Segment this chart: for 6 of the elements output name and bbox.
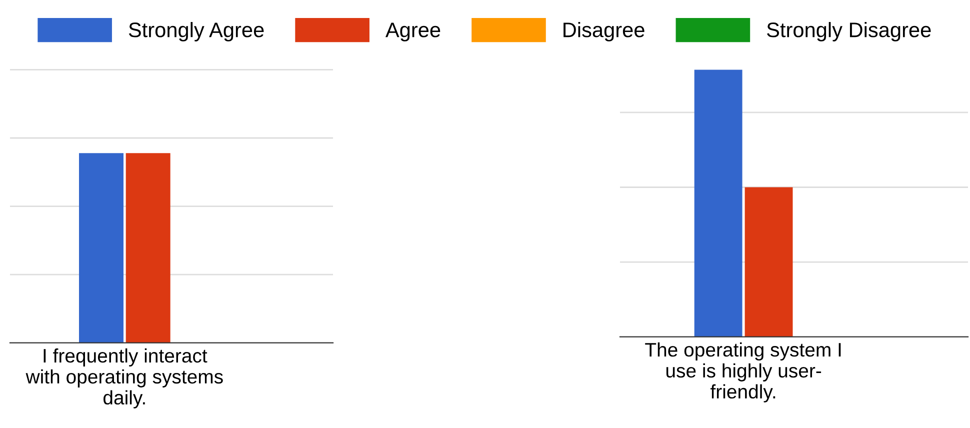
legend-label: Strongly Disagree <box>767 22 931 42</box>
x-tick-label: I frequently interact with operating systems daily. <box>26 348 223 408</box>
legend-label: Agree <box>385 22 440 42</box>
legend-label: Disagree <box>564 22 644 42</box>
x-tick-label: The operating system I use is highly user- friendly. <box>645 342 841 402</box>
legend-label: Strongly Agree <box>128 22 264 42</box>
